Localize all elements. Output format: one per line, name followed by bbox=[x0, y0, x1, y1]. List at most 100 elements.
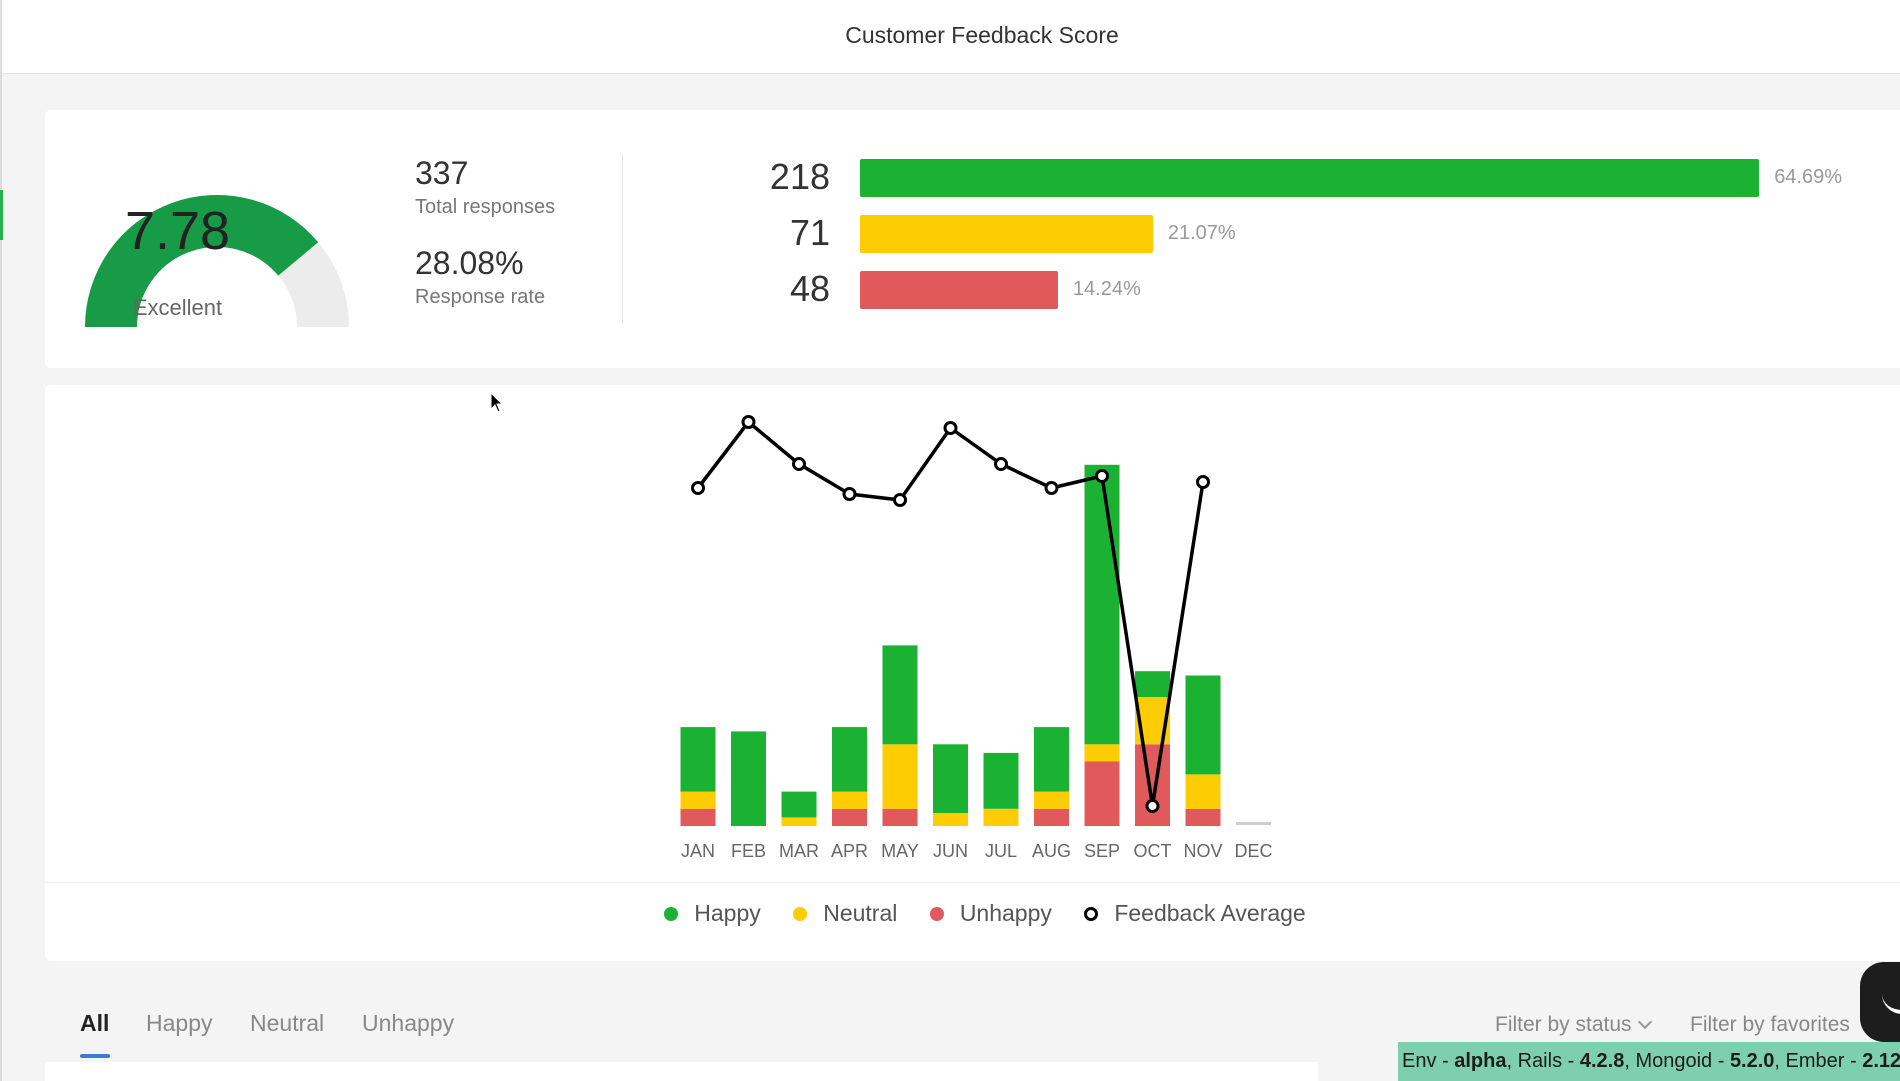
x-tick-jan: JAN bbox=[681, 841, 715, 861]
bar-neutral-jul[interactable] bbox=[983, 808, 1019, 826]
total-responses-value: 337 bbox=[415, 155, 469, 191]
bar-neutral-jan[interactable] bbox=[680, 791, 716, 809]
bar-neutral-apr[interactable] bbox=[832, 791, 867, 809]
average-point-nov[interactable] bbox=[1196, 475, 1210, 489]
legend-average[interactable]: Feedback Average bbox=[1084, 900, 1306, 927]
mouse-cursor-icon bbox=[490, 392, 504, 413]
bar-happy-feb[interactable] bbox=[731, 731, 766, 826]
happy-count: 218 bbox=[769, 156, 830, 197]
mongoid-value: 5.2.0 bbox=[1729, 1050, 1775, 1072]
legend-happy[interactable]: Happy bbox=[664, 900, 761, 927]
filter-status-label: Filter by status bbox=[1495, 1013, 1632, 1036]
average-point-sep[interactable] bbox=[1095, 469, 1109, 483]
average-point-oct[interactable] bbox=[1145, 799, 1160, 813]
legend-unhappy-label: Unhappy bbox=[959, 900, 1052, 926]
feedback-list-top bbox=[45, 1062, 1318, 1081]
average-point-aug[interactable] bbox=[1044, 481, 1059, 495]
trend-chart-card: JAN FEB MAR APR MAY JUN JUL AUG SEP OCT NOV DEC Hap… bbox=[45, 385, 1900, 961]
average-point-apr[interactable] bbox=[842, 487, 857, 501]
chat-bubble-icon[interactable] bbox=[1860, 962, 1900, 1042]
average-point-jun[interactable] bbox=[943, 421, 958, 435]
x-tick-mar: MAR bbox=[779, 841, 819, 861]
neutral-dot-icon bbox=[793, 906, 808, 921]
legend-happy-label: Happy bbox=[694, 900, 761, 926]
sidebar-marker bbox=[0, 190, 3, 240]
ember-value: 2.12 bbox=[1862, 1050, 1900, 1072]
average-point-jan[interactable] bbox=[691, 481, 705, 495]
page-title: Customer Feedback Score bbox=[845, 22, 1119, 48]
tab-all-underline bbox=[80, 1054, 110, 1058]
bar-neutral-may[interactable] bbox=[882, 744, 918, 809]
env-label: Env - bbox=[1402, 1050, 1455, 1072]
bar-unhappy-sep[interactable] bbox=[1084, 761, 1120, 827]
bar-happy-may[interactable] bbox=[882, 645, 918, 745]
bar-unhappy-jan[interactable] bbox=[680, 808, 716, 826]
bar-happy-jul[interactable] bbox=[983, 752, 1019, 809]
legend-neutral-label: Neutral bbox=[823, 900, 898, 926]
filter-status-dropdown[interactable]: Filter by status bbox=[1495, 1013, 1652, 1037]
unhappy-count: 48 bbox=[789, 268, 830, 309]
legend-neutral[interactable]: Neutral bbox=[793, 900, 897, 927]
env-value: alpha bbox=[1454, 1050, 1507, 1072]
bar-neutral-aug[interactable] bbox=[1034, 791, 1069, 809]
response-rate-stat: 28.08% Response rate bbox=[415, 245, 545, 309]
legend-average-label: Feedback Average bbox=[1114, 900, 1306, 926]
bar-unhappy-may[interactable] bbox=[882, 808, 918, 826]
bar-unhappy-oct[interactable] bbox=[1135, 744, 1170, 826]
bar-neutral-sep[interactable] bbox=[1084, 744, 1120, 762]
bar-happy-jun[interactable] bbox=[933, 744, 968, 814]
x-tick-sep: SEP bbox=[1084, 841, 1120, 861]
bar-unhappy-nov[interactable] bbox=[1185, 808, 1221, 826]
gauge-fill bbox=[85, 195, 319, 328]
chat-mouth-shape bbox=[1882, 994, 1900, 1014]
bar-happy-mar[interactable] bbox=[781, 791, 817, 818]
summary-card: 7.78 Excellent 337 Total responses 28.08… bbox=[45, 110, 1900, 368]
bar-unhappy-apr[interactable] bbox=[832, 808, 867, 826]
bar-unhappy-aug[interactable] bbox=[1034, 808, 1069, 826]
rails-value: 4.2.8 bbox=[1579, 1050, 1625, 1072]
average-ring-icon bbox=[1084, 906, 1099, 921]
filter-favorites-label: Filter by favorites bbox=[1690, 1013, 1850, 1036]
bar-happy-oct[interactable] bbox=[1135, 671, 1170, 697]
bar-neutral-jun[interactable] bbox=[933, 813, 968, 826]
filter-favorites-dropdown[interactable]: Filter by favorites bbox=[1690, 1013, 1850, 1037]
total-responses-stat: 337 Total responses bbox=[415, 155, 555, 219]
neutral-bar bbox=[860, 215, 1153, 253]
x-tick-aug: AUG bbox=[1032, 841, 1071, 861]
tab-all[interactable]: All bbox=[80, 1010, 110, 1036]
top-bar: Customer Feedback Score bbox=[2, 0, 1900, 74]
x-tick-may: MAY bbox=[881, 841, 919, 861]
trend-chart: JAN FEB MAR APR MAY JUN JUL AUG SEP OCT NOV DEC bbox=[680, 415, 1273, 861]
rails-label: , Rails - bbox=[1506, 1050, 1580, 1072]
happy-bar bbox=[860, 159, 1760, 197]
average-point-feb[interactable] bbox=[741, 415, 756, 429]
window-edge bbox=[0, 0, 2, 1081]
average-point-mar[interactable] bbox=[792, 457, 806, 471]
neutral-count: 71 bbox=[789, 212, 830, 253]
happy-dot-icon bbox=[664, 906, 679, 921]
average-point-may[interactable] bbox=[893, 493, 907, 507]
bar-happy-nov[interactable] bbox=[1185, 675, 1221, 775]
total-responses-label: Total responses bbox=[415, 196, 556, 218]
response-rate-value: 28.08% bbox=[415, 245, 524, 281]
response-rate-label: Response rate bbox=[415, 286, 546, 308]
neutral-percent: 21.07% bbox=[1167, 222, 1236, 244]
unhappy-dot-icon bbox=[929, 906, 944, 921]
x-tick-jun: JUN bbox=[933, 841, 968, 861]
score-value: 7.78 bbox=[124, 201, 231, 261]
average-point-jul[interactable] bbox=[994, 457, 1008, 471]
summary-divider bbox=[622, 155, 623, 323]
mongoid-label: , Mongoid - bbox=[1624, 1050, 1730, 1072]
tab-happy[interactable]: Happy bbox=[146, 1010, 213, 1036]
bar-happy-sep[interactable] bbox=[1084, 464, 1120, 745]
bar-happy-aug[interactable] bbox=[1034, 727, 1069, 792]
x-tick-nov: NOV bbox=[1183, 841, 1222, 861]
tab-unhappy[interactable]: Unhappy bbox=[362, 1010, 455, 1036]
score-rating: Excellent bbox=[132, 295, 223, 320]
legend-unhappy[interactable]: Unhappy bbox=[929, 900, 1052, 927]
bar-neutral-mar[interactable] bbox=[781, 817, 817, 826]
tab-neutral[interactable]: Neutral bbox=[250, 1010, 325, 1036]
bar-happy-apr[interactable] bbox=[832, 727, 867, 792]
bar-neutral-nov[interactable] bbox=[1185, 774, 1221, 809]
bar-happy-jan[interactable] bbox=[680, 727, 716, 792]
